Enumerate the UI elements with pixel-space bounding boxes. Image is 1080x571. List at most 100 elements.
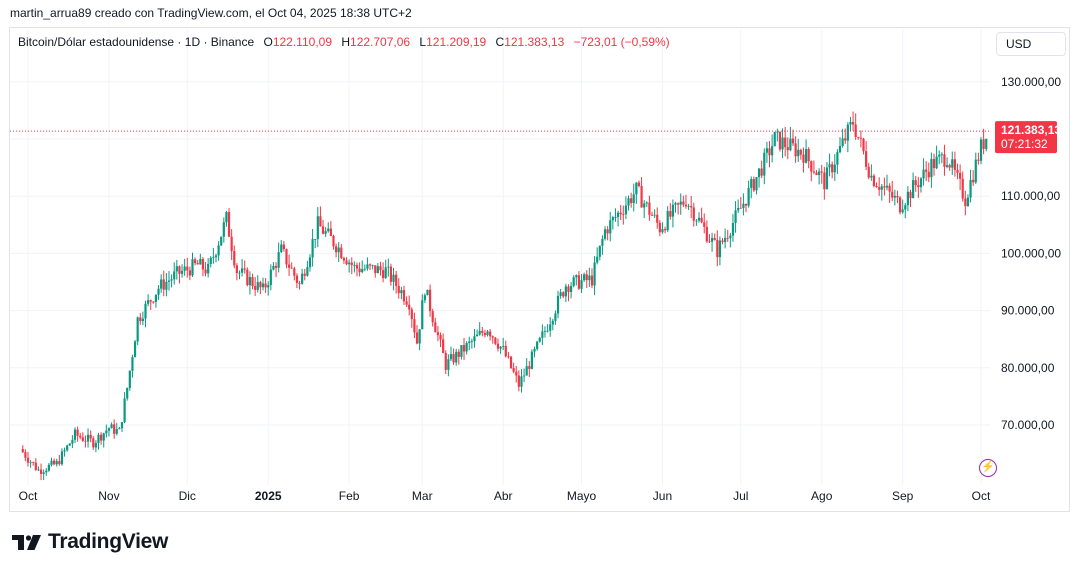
candle [220,236,223,246]
candle [815,170,818,176]
candle [768,141,771,168]
candle [79,432,82,440]
candle [520,369,523,393]
candle [261,277,265,291]
candle [682,195,685,208]
candle [264,278,267,293]
y-tick-label: 110.000,00 [1001,189,1060,203]
y-tick-label: 70.000,00 [1001,418,1055,432]
x-tick-label: Mar [412,489,433,503]
high-label: H [341,35,351,49]
lightning-icon[interactable]: ⚡ [979,459,997,477]
candle [635,182,638,204]
candle [904,202,907,219]
candle [541,324,544,345]
tradingview-logo[interactable]: TradingView [12,530,168,554]
x-tick-label: Jun [653,489,672,503]
candle [961,171,964,202]
candle [246,267,249,287]
high-value: 122.707,06 [350,35,411,49]
candle [799,148,802,160]
candle [700,207,703,224]
candle [750,176,753,199]
candle [569,282,573,299]
candle [306,260,309,277]
candle [251,273,254,290]
candle [922,158,925,186]
candle [123,392,126,424]
candle [533,346,536,358]
candle [778,131,782,152]
y-tick-label: 100.000,00 [1001,246,1061,260]
open-label: O [263,35,273,49]
candle [692,202,695,227]
candle [891,180,894,202]
candle [389,263,393,286]
candle [841,128,844,148]
candle [718,236,722,266]
candle [248,271,252,295]
candle [73,427,77,443]
candle [337,242,340,263]
candle [431,308,434,327]
candle [893,189,896,206]
candle [917,176,920,198]
candle [421,294,424,330]
candle [645,201,648,207]
candle [460,345,463,360]
candle [567,284,570,302]
candle [804,139,808,164]
candle [771,134,774,163]
candle [329,221,332,237]
candle [609,211,612,242]
candle [196,259,199,265]
candle [42,469,45,481]
candle [656,207,659,229]
candle [154,294,158,308]
candle [410,307,413,328]
candle [332,234,335,250]
candle [118,426,121,430]
candle [311,229,314,267]
candle [786,137,789,160]
candle [481,326,484,337]
candle [76,426,79,442]
candle [397,278,400,299]
candle [742,193,745,216]
candle [376,263,379,274]
candle [361,260,364,274]
candle [885,174,889,191]
candle [559,288,562,299]
candle [32,461,35,466]
candle [381,262,385,283]
candle [721,238,724,245]
candle [760,160,763,179]
candle [546,324,549,333]
candle [120,421,124,433]
candle [912,172,915,199]
candle [53,458,56,466]
candle [948,163,951,171]
candle [400,286,403,300]
currency-button[interactable]: USD [996,32,1066,56]
candle [285,248,288,269]
candle [301,268,304,285]
candle [45,467,48,476]
candle [217,241,220,261]
candle [528,360,531,378]
candle [470,338,473,349]
symbol-title[interactable]: Bitcoin/Dólar estadounidense · 1D · Bina… [18,35,255,49]
candle [384,259,387,279]
candle [94,440,97,453]
candle [186,257,189,278]
candle [222,217,225,243]
candle [227,207,231,238]
candle [295,273,299,289]
candle [690,195,693,219]
candle [966,194,970,207]
candle [619,204,622,221]
candle [684,194,688,209]
candle [392,267,395,291]
candle [953,151,956,177]
